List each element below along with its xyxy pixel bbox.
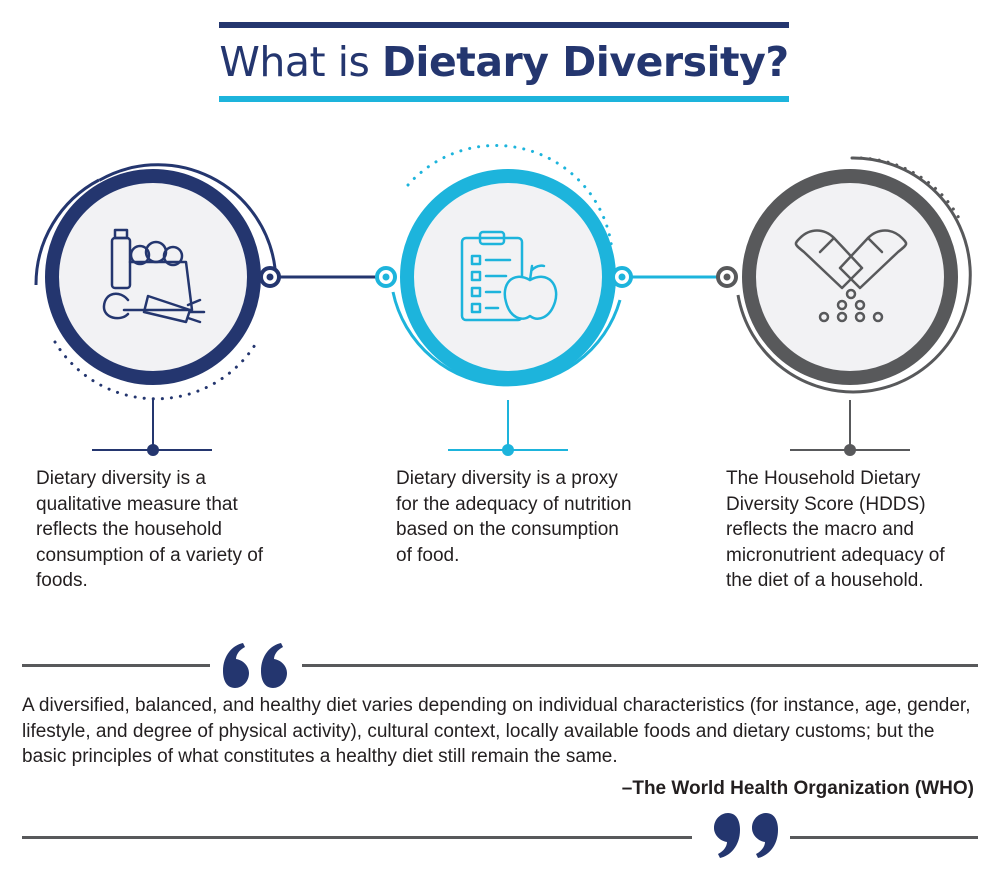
title-top-rule: [219, 22, 789, 28]
description-3: The Household Dietary Diversity Score (H…: [726, 468, 945, 591]
title-emphasis: Dietary Diversity?: [381, 38, 789, 86]
title-bottom-rule: [219, 96, 789, 102]
process-graphic: [34, 143, 972, 456]
page-title: What is Dietary Diversity?: [219, 34, 789, 90]
quote-divider-top-right: [302, 664, 978, 667]
quote-text: A diversified, balanced, and healthy die…: [22, 695, 971, 767]
quote-divider-bottom-right: [790, 836, 978, 839]
description-1: Dietary diversity is a qualitative measu…: [36, 468, 264, 591]
quote-divider-bottom-left: [22, 836, 692, 839]
step-1-circle: [34, 163, 281, 456]
clipboard-apple-icon: [460, 230, 558, 322]
step-2-circle: [375, 143, 633, 456]
description-2: Dietary diversity is a proxy for the ade…: [396, 468, 632, 566]
capsule-pills-icon: [794, 229, 908, 323]
close-quote-icon: [714, 813, 778, 858]
groceries-icon: [102, 228, 206, 324]
title-banner: What is Dietary Diversity?: [219, 22, 789, 104]
quote-source: –The World Health Organization (WHO): [621, 778, 974, 799]
quote-divider-top-left: [22, 664, 210, 667]
open-quote-icon: [223, 643, 287, 688]
title-prefix: What is: [219, 38, 382, 86]
